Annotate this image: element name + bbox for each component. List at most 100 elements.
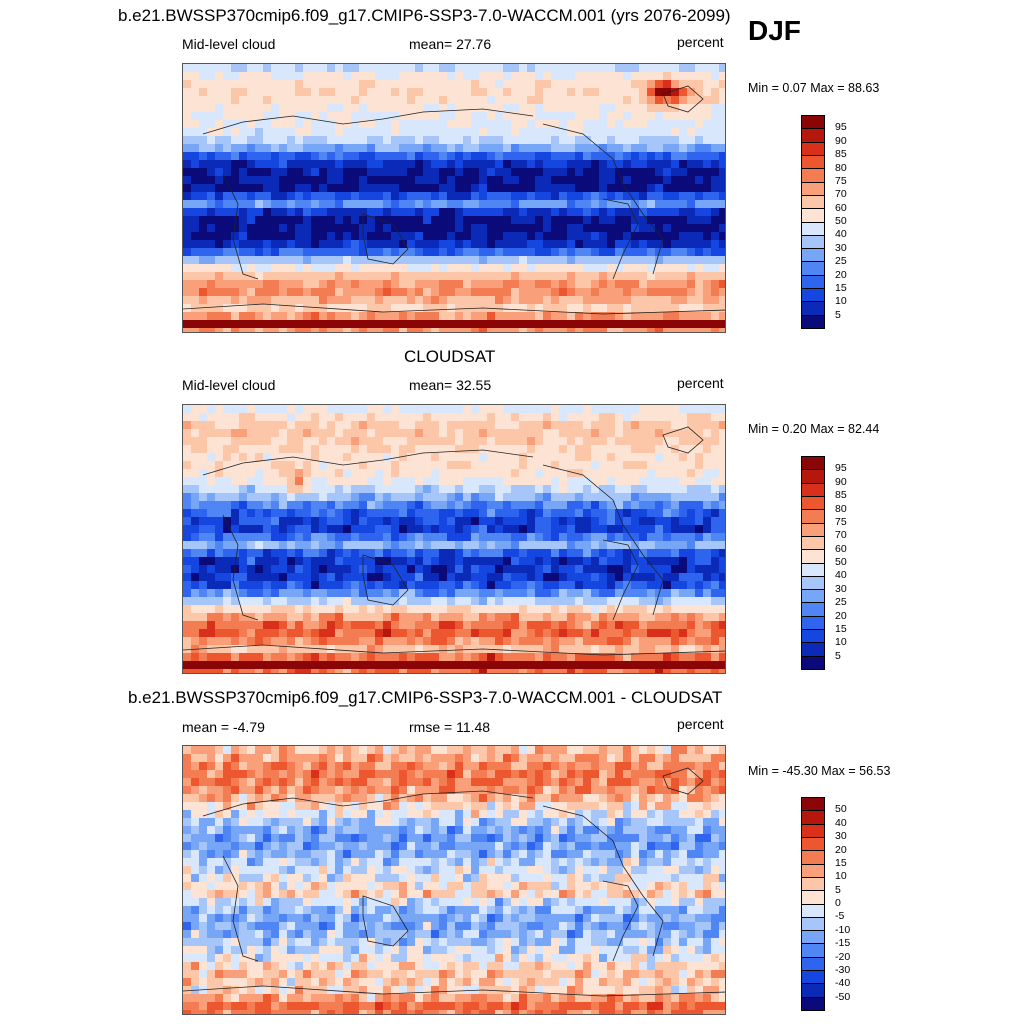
colorbar-swatch	[802, 616, 824, 631]
coastline	[202, 108, 534, 135]
coastline	[202, 449, 534, 476]
coastline	[542, 123, 664, 275]
panel3-title: b.e21.BWSSP370cmip6.f09_g17.CMIP6-SSP3-7…	[128, 688, 723, 707]
coastline	[362, 554, 409, 606]
colorbar-tick-label: 30	[835, 582, 847, 595]
coastline	[222, 514, 259, 621]
colorbar-swatch	[802, 944, 824, 958]
colorbar-tick-label: 30	[835, 241, 847, 254]
colorbar-swatch	[802, 904, 824, 918]
colorbar-swatch	[802, 209, 824, 223]
colorbar-swatch	[802, 864, 824, 878]
colorbar-swatch	[802, 470, 824, 484]
colorbar-tick-label: -40	[835, 977, 851, 990]
colorbar-tick-label: 40	[835, 569, 847, 582]
colorbar-swatch	[802, 603, 824, 617]
colorbar-swatch	[802, 917, 824, 932]
colorbar-swatch	[802, 891, 824, 905]
colorbar-tick-label: 25	[835, 596, 847, 609]
coastline	[542, 464, 664, 616]
season-label: DJF	[748, 15, 801, 46]
colorbar-tick-label: -15	[835, 937, 851, 950]
colorbar-swatch	[802, 249, 824, 263]
panel3-units-label: percent	[677, 716, 724, 732]
panel2-title: CLOUDSAT	[404, 347, 496, 366]
panel1-map	[182, 63, 726, 333]
colorbar-swatch	[802, 182, 824, 196]
panel1-title: b.e21.BWSSP370cmip6.f09_g17.CMIP6-SSP3-7…	[118, 6, 731, 25]
colorbar-swatch	[802, 510, 824, 524]
colorbar-tick-label: 40	[835, 816, 847, 829]
colorbar-tick-label: 95	[835, 462, 847, 475]
colorbar-tick-label: 20	[835, 268, 847, 281]
colorbar-tick-label: 50	[835, 215, 847, 227]
colorbar-tick-label: 95	[835, 121, 847, 134]
colorbar-swatch	[802, 235, 824, 250]
panel2-left-label: Mid-level cloud	[182, 377, 276, 393]
colorbar-tick-label: 40	[835, 228, 847, 241]
panel1-minmax: Min = 0.07 Max = 88.63	[748, 81, 880, 95]
colorbar-tick-label: 20	[835, 843, 847, 856]
panel2-units-label: percent	[677, 375, 724, 391]
colorbar-swatch	[802, 851, 824, 865]
colorbar-swatch	[802, 457, 824, 471]
colorbar-swatch	[802, 550, 824, 564]
coastline	[362, 213, 409, 265]
colorbar-swatch	[802, 155, 824, 170]
colorbar-swatch	[802, 116, 824, 130]
coastline	[362, 895, 409, 947]
panel2-colorbar	[801, 456, 825, 670]
colorbar-swatch	[802, 302, 824, 316]
panel1-mean-label: mean= 27.76	[409, 36, 492, 52]
colorbar-tick-label: -50	[835, 990, 851, 1003]
colorbar-swatch	[802, 837, 824, 852]
colorbar-swatch	[802, 984, 824, 998]
colorbar-swatch	[802, 275, 824, 290]
panel1-colorbar	[801, 115, 825, 329]
panel1-left-label: Mid-level cloud	[182, 36, 276, 52]
coastline	[222, 173, 259, 280]
colorbar-swatch	[802, 971, 824, 985]
coastline	[662, 85, 704, 113]
colorbar-swatch	[802, 289, 824, 303]
panel3-rmse-label: rmse = 11.48	[409, 719, 491, 735]
colorbar-swatch	[802, 129, 824, 143]
coastline	[602, 539, 639, 621]
colorbar-swatch	[802, 195, 824, 210]
coastline	[222, 855, 259, 962]
colorbar-tick-label: 5	[835, 308, 841, 321]
colorbar-swatch	[802, 563, 824, 577]
colorbar-swatch	[802, 222, 824, 236]
coastline	[183, 644, 725, 656]
panel3-mean-label: mean = -4.79	[182, 719, 265, 735]
colorbar-swatch	[802, 496, 824, 511]
colorbar-tick-label: 60	[835, 542, 847, 555]
colorbar-swatch	[802, 142, 824, 156]
colorbar-tick-label: 90	[835, 475, 847, 488]
coastline	[662, 426, 704, 454]
coastline	[183, 303, 725, 315]
colorbar-tick-label: 10	[835, 295, 847, 308]
panel2-minmax: Min = 0.20 Max = 82.44	[748, 422, 880, 436]
coastline	[202, 790, 534, 817]
colorbar-tick-label: 70	[835, 188, 847, 201]
colorbar-tick-label: 70	[835, 529, 847, 542]
colorbar-tick-label: 0	[835, 897, 841, 909]
colorbar-swatch	[802, 523, 824, 537]
coastline	[602, 880, 639, 962]
colorbar-tick-label: 15	[835, 281, 847, 294]
map-field	[183, 64, 725, 332]
colorbar-tick-label: 80	[835, 502, 847, 515]
panel1-units-label: percent	[677, 34, 724, 50]
map-field	[183, 405, 725, 673]
panel3-colorbar	[801, 797, 825, 1011]
colorbar-swatch	[802, 824, 824, 838]
colorbar-tick-label: 30	[835, 830, 847, 843]
colorbar-tick-label: -20	[835, 950, 851, 963]
colorbar-tick-label: 90	[835, 134, 847, 147]
colorbar-tick-label: 85	[835, 148, 847, 161]
coastline	[662, 767, 704, 795]
colorbar-swatch	[802, 997, 824, 1010]
colorbar-swatch	[802, 798, 824, 812]
colorbar-tick-label: 75	[835, 515, 847, 528]
